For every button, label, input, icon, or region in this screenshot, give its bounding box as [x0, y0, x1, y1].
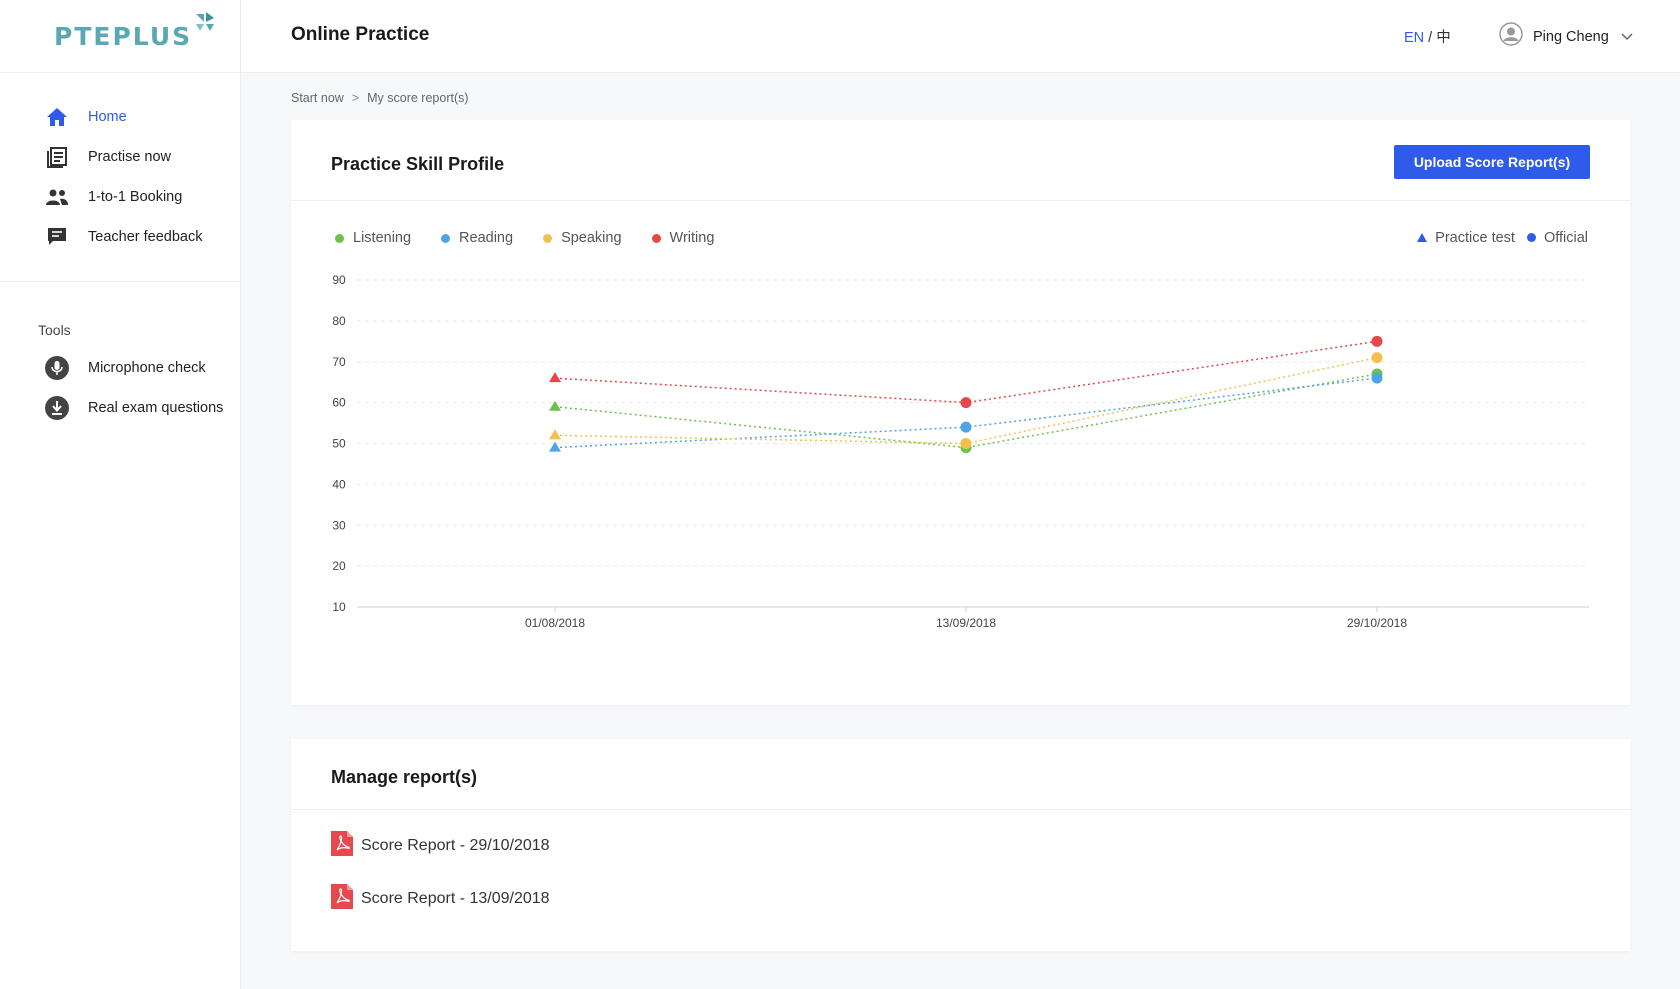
report-link[interactable]: Score Report - 13/09/2018	[331, 884, 550, 914]
legend-dot	[543, 233, 553, 243]
data-point-triangle	[549, 400, 561, 411]
x-tick-label: 13/09/2018	[936, 616, 996, 630]
top-header: Online Practice EN / 中 Ping Cheng	[241, 0, 1680, 73]
sidebar-item-practise-now[interactable]: Practise now	[0, 137, 240, 177]
legend-item-official: Official	[1526, 230, 1588, 246]
logo[interactable]: PTEPLUS	[0, 0, 240, 73]
tools-section-title: Tools	[38, 322, 71, 338]
sidebar-item-booking[interactable]: 1-to-1 Booking	[0, 177, 240, 217]
y-tick-label: 20	[332, 559, 346, 573]
legend-dot	[441, 233, 451, 243]
download-icon	[44, 395, 70, 421]
report-label: Score Report - 29/10/2018	[361, 837, 550, 854]
data-point	[1371, 335, 1383, 347]
breadcrumb-separator: >	[351, 91, 360, 105]
skill-profile-header: Practice Skill Profile Upload Score Repo…	[291, 120, 1630, 201]
skill-profile-title: Practice Skill Profile	[331, 154, 505, 174]
data-point	[1371, 372, 1383, 384]
x-tick-label: 01/08/2018	[525, 616, 585, 630]
legend-dot	[651, 233, 661, 243]
legend-item-reading[interactable]: Reading	[441, 230, 513, 246]
legend-label: Listening	[353, 230, 412, 246]
legend-dot	[335, 233, 344, 243]
data-point-triangle	[549, 429, 561, 440]
sidebar: PTEPLUS Home Practise now	[0, 0, 241, 989]
data-point	[960, 421, 972, 433]
avatar	[1499, 22, 1523, 51]
sidebar-item-label: 1-to-1 Booking	[88, 189, 183, 205]
home-icon	[44, 104, 70, 130]
data-point-triangle	[549, 372, 561, 383]
breadcrumb-current: My score report(s)	[367, 91, 469, 105]
legend-label: Practice test	[1435, 230, 1515, 246]
series-line-reading	[554, 377, 1378, 449]
sidebar-item-microphone-check[interactable]: Microphone check	[0, 348, 240, 388]
logo-text: PTEPLUS	[54, 21, 193, 51]
lang-en-link[interactable]: EN	[1404, 30, 1425, 46]
skill-profile-card: Practice Skill Profile Upload Score Repo…	[291, 120, 1630, 705]
sidebar-item-real-exam-questions[interactable]: Real exam questions	[0, 388, 240, 428]
lang-zh-link[interactable]: 中	[1436, 30, 1451, 46]
legend-label: Speaking	[561, 230, 622, 246]
page-title: Online Practice	[291, 24, 430, 45]
lang-separator: /	[1424, 30, 1437, 46]
legend-item-listening[interactable]: Listening	[335, 230, 411, 246]
chevron-down-icon	[1621, 28, 1633, 46]
circle-icon	[1526, 230, 1536, 246]
x-tick-label: 29/10/2018	[1347, 616, 1407, 630]
series-line-listening	[554, 373, 1378, 449]
sidebar-item-teacher-feedback[interactable]: Teacher feedback	[0, 217, 240, 257]
sidebar-item-label: Real exam questions	[88, 400, 224, 416]
data-point	[1371, 352, 1383, 364]
people-icon	[44, 184, 70, 210]
skill-legend: Listening Reading Speaking Writing	[335, 230, 744, 246]
legend-item-speaking[interactable]: Speaking	[543, 230, 622, 246]
marker-legend: Practice test Official	[1405, 230, 1588, 246]
y-tick-label: 30	[332, 518, 346, 532]
logo-mark-icon	[194, 11, 216, 37]
breadcrumb-start-now[interactable]: Start now	[291, 91, 344, 105]
manage-reports-title: Manage report(s)	[331, 767, 478, 787]
y-tick-label: 70	[332, 355, 346, 369]
legend-item-practice-test: Practice test	[1417, 230, 1515, 246]
chat-icon	[44, 224, 70, 250]
data-point-triangle	[549, 441, 561, 452]
sidebar-item-label: Home	[88, 109, 127, 125]
manage-reports-card: Manage report(s) Score Report - 29/10/20…	[291, 739, 1630, 951]
legend-item-writing[interactable]: Writing	[651, 230, 715, 246]
language-switch: EN / 中	[1404, 26, 1451, 47]
main-nav: Home Practise now 1-to-1 Booking Teacher…	[0, 73, 240, 282]
sidebar-item-label: Microphone check	[88, 360, 206, 376]
pdf-icon	[331, 831, 353, 861]
legend-label: Writing	[669, 230, 715, 246]
sidebar-item-label: Practise now	[88, 149, 172, 165]
microphone-icon	[44, 355, 70, 381]
list-icon	[44, 144, 70, 170]
y-tick-label: 50	[332, 437, 346, 451]
manage-reports-header: Manage report(s)	[291, 739, 1630, 810]
breadcrumb: Start now > My score report(s)	[291, 91, 469, 105]
user-name: Ping Cheng	[1533, 28, 1609, 45]
legend-label: Official	[1543, 230, 1588, 246]
skill-line-chart: 10 20 30 40 50 60 70 80 90 01/08/2018 13/09/2018 29…	[332, 273, 1589, 630]
y-tick-label: 90	[332, 273, 346, 287]
data-point	[960, 438, 972, 449]
upload-score-report-button[interactable]: Upload Score Report(s)	[1394, 145, 1590, 179]
pdf-icon	[331, 884, 353, 914]
legend-label: Reading	[459, 230, 514, 246]
y-tick-label: 40	[332, 477, 346, 491]
user-menu[interactable]: Ping Cheng	[1499, 22, 1633, 51]
data-point	[960, 397, 972, 409]
report-label: Score Report - 13/09/2018	[361, 890, 550, 907]
triangle-icon	[1417, 230, 1428, 246]
y-tick-label: 80	[332, 314, 346, 328]
y-tick-label: 60	[332, 396, 346, 410]
sidebar-item-home[interactable]: Home	[0, 97, 240, 137]
report-link[interactable]: Score Report - 29/10/2018	[331, 831, 550, 861]
sidebar-item-label: Teacher feedback	[88, 229, 203, 245]
y-tick-label: 10	[332, 600, 346, 614]
